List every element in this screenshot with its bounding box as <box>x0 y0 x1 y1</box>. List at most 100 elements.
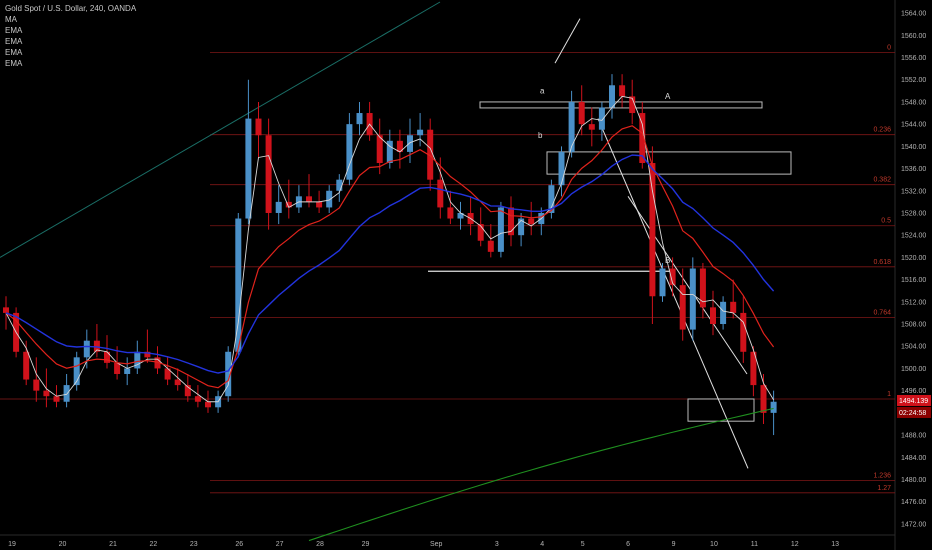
candle-body <box>275 201 282 213</box>
time-tick-label: 10 <box>710 541 718 548</box>
time-tick-label: 13 <box>831 541 839 548</box>
candles <box>3 74 777 436</box>
price-tick-label: 1516.00 <box>901 277 926 284</box>
candle-body <box>710 307 716 325</box>
time-tick-label: 3 <box>495 541 499 548</box>
symbol-title[interactable]: Gold Spot / U.S. Dollar, 240, OANDA <box>5 4 137 13</box>
candle-body <box>285 201 292 208</box>
candle-body <box>629 96 636 114</box>
candle-body <box>730 301 737 313</box>
candle-body <box>255 118 262 136</box>
candle-body <box>43 390 50 397</box>
candle-body <box>53 396 60 402</box>
candle-body <box>225 351 232 397</box>
candle-body <box>447 207 454 219</box>
candle-body <box>740 312 747 352</box>
time-tick-label: Sep <box>430 541 443 548</box>
candle-body <box>184 385 191 397</box>
fibonacci-levels: 0 0.236 0.382 0.5 0.618 0.764 1 1.236 1.27 <box>0 45 895 494</box>
candle-body <box>558 151 565 186</box>
price-tick-label: 1560.00 <box>901 33 926 40</box>
price-tick-label: 1536.00 <box>901 166 926 173</box>
price-tick-label: 1540.00 <box>901 144 926 151</box>
price-tick-label: 1508.00 <box>901 322 926 329</box>
price-tick-label: 1496.00 <box>901 388 926 395</box>
time-tick-label: 11 <box>751 541 758 548</box>
indicator-ema-3[interactable]: EMA <box>5 48 23 57</box>
time-tick-label: 27 <box>276 541 284 548</box>
candle-body <box>386 140 393 164</box>
candle-body <box>83 340 90 358</box>
candle-body <box>124 368 131 374</box>
price-tick-label: 1532.00 <box>901 188 926 195</box>
candle-body <box>568 101 575 152</box>
fib-label: 0.5 <box>881 218 891 225</box>
candle-body <box>235 218 242 352</box>
time-tick-label: 9 <box>672 541 676 548</box>
candle-body <box>265 135 272 213</box>
price-axis: 1564.00 1560.00 1556.00 1552.00 1548.00 1544.… <box>901 11 926 529</box>
candle-body <box>548 185 555 213</box>
price-tick-label: 1472.00 <box>901 521 926 528</box>
ema-green-line <box>308 407 774 542</box>
time-axis: 19 20 21 22 23 26 27 28 29 Sep 3 4 5 6 9 10 11 12 13 <box>8 541 839 548</box>
fib-label: 0.382 <box>873 177 891 184</box>
candle-body <box>356 113 363 125</box>
indicator-ema-4[interactable]: EMA <box>5 59 23 68</box>
time-tick-label: 19 <box>8 541 16 548</box>
candle-body <box>407 135 413 152</box>
time-tick-label: 29 <box>362 541 370 548</box>
candle-body <box>336 179 343 191</box>
candle-body <box>326 190 333 208</box>
current-price-text: 1494.139 <box>899 398 928 405</box>
candle-body <box>437 179 444 208</box>
current-price-badge <box>897 394 931 406</box>
candle-body <box>134 351 141 369</box>
candle-body <box>194 396 201 402</box>
annotation-a: a <box>540 87 545 96</box>
price-tick-label: 1524.00 <box>901 233 926 240</box>
fib-label: 0.236 <box>873 127 891 134</box>
indicator-ema-1[interactable]: EMA <box>5 26 23 35</box>
fib-label: 0.618 <box>873 259 891 266</box>
candle-body <box>316 201 323 208</box>
time-tick-label: 6 <box>626 541 630 548</box>
candle-body <box>689 268 696 330</box>
time-tick-label: 22 <box>150 541 158 548</box>
candle-body <box>33 379 40 391</box>
fib-label: 1.236 <box>873 473 891 480</box>
time-tick-label: 12 <box>791 541 799 548</box>
fib-label: 1 <box>887 391 891 398</box>
candle-body <box>306 196 312 202</box>
chart-legend: Gold Spot / U.S. Dollar, 240, OANDA MA E… <box>5 3 136 69</box>
candle-body <box>487 240 494 252</box>
candle-body <box>417 129 424 136</box>
candle-body <box>104 351 110 363</box>
annotation-b: b <box>538 131 543 140</box>
candle-body <box>750 351 757 386</box>
price-tick-label: 1552.00 <box>901 77 926 84</box>
indicator-ema-2[interactable]: EMA <box>5 37 23 46</box>
candle-body <box>518 218 525 236</box>
trend-line-top <box>554 18 581 64</box>
price-tick-label: 1504.00 <box>901 344 926 351</box>
time-tick-label: 4 <box>540 541 544 548</box>
indicator-lines <box>5 95 775 542</box>
candle-body <box>144 351 151 358</box>
price-tick-label: 1512.00 <box>901 299 926 306</box>
candle-body <box>639 113 646 164</box>
time-tick-label: 28 <box>316 541 324 548</box>
candle-body <box>659 268 666 297</box>
indicator-ma[interactable]: MA <box>5 15 17 24</box>
price-tick-label: 1556.00 <box>901 55 926 62</box>
countdown-text: 02:24:58 <box>899 410 926 417</box>
candle-body <box>73 357 80 386</box>
ema-blue-line <box>5 154 775 374</box>
annotation-B: B <box>665 256 670 265</box>
candle-body <box>598 107 605 130</box>
chart-grid <box>0 0 896 550</box>
candle-body <box>649 163 656 297</box>
countdown-badge <box>897 406 931 418</box>
price-tick-label: 1520.00 <box>901 255 926 262</box>
